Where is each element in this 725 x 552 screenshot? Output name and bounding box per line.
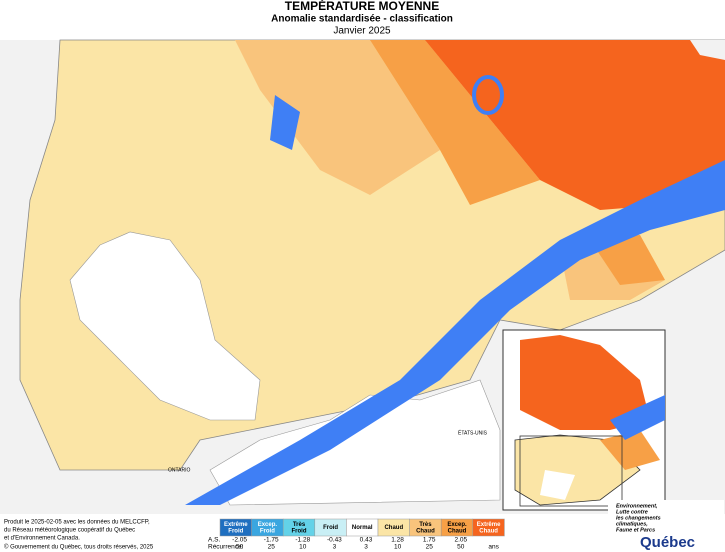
- inset-normal: [540, 470, 575, 500]
- logo-line: Environnement,: [616, 503, 658, 509]
- copyright: © Gouvernement du Québec, tous droits ré…: [4, 544, 154, 551]
- credit-line: et d'Environnement Canada.: [4, 536, 80, 542]
- recurrence-value: 10: [394, 544, 402, 551]
- as-value: -1.75: [264, 537, 279, 544]
- st-lawrence: [185, 160, 725, 505]
- legend-class-label: Très: [419, 522, 432, 528]
- logo-line: les changements: [616, 515, 661, 521]
- logo-box: [608, 500, 724, 551]
- logo-line: climatiques,: [616, 521, 648, 527]
- legend-class-label: Chaud: [479, 528, 498, 534]
- subtitle: Anomalie standardisée - classification: [271, 14, 453, 25]
- logo-line: Faune et Parcs: [616, 527, 655, 533]
- zone-normal-ouest: [69, 231, 261, 421]
- title: TEMPÉRATURE MOYENNE: [285, 0, 439, 13]
- map: ONTARIO ÉTATS-UNIS: [0, 39, 725, 514]
- legend-class-label: Chaud: [448, 528, 467, 534]
- logo: Environnement, Lutte contre les changeme…: [608, 500, 724, 551]
- recurrence-value: 3: [333, 544, 337, 551]
- recurrence-value: 3: [364, 544, 368, 551]
- zone-tres-chaud: [235, 40, 440, 195]
- legend-class-label: Froid: [260, 528, 275, 534]
- as-value: 0.43: [360, 537, 373, 544]
- legend-class-label: Excep.: [258, 522, 278, 528]
- recurrence-value: 25: [268, 544, 276, 551]
- as-value: -1.28: [295, 537, 310, 544]
- date: Janvier 2025: [333, 26, 391, 37]
- legend-class-label: Froid: [292, 528, 307, 534]
- legend-class-label: Chaud: [384, 525, 403, 531]
- as-value: -0.43: [327, 537, 342, 544]
- as-value: 1.28: [391, 537, 404, 544]
- recurrence-value: 50: [457, 544, 465, 551]
- legend-swatch: [472, 518, 505, 537]
- inset-box: [519, 435, 623, 507]
- legend-class-label: Extrême: [477, 522, 501, 528]
- recurrence-value: 10: [299, 544, 307, 551]
- inset-north: [520, 335, 650, 430]
- legend-class-label: Chaud: [416, 528, 435, 534]
- legend-class-label: Très: [293, 522, 306, 528]
- recurrence-unit: ans: [488, 544, 499, 551]
- inset-water: [610, 395, 665, 440]
- legend-class-label: Froid: [228, 528, 243, 534]
- label-ontario: ONTARIO: [168, 467, 191, 473]
- recurrence-value: 50: [236, 544, 244, 551]
- legend-class-label: Normal: [352, 525, 373, 531]
- as-value: 2.05: [454, 537, 467, 544]
- as-value: 1.75: [423, 537, 436, 544]
- lake: [270, 95, 300, 150]
- inset-east: [600, 430, 660, 470]
- labrador: [690, 40, 725, 60]
- as-label: A.S.: [208, 537, 220, 544]
- recurrence-value: 25: [426, 544, 434, 551]
- recurrence-label: Récurrence:: [208, 544, 244, 551]
- as-value: -2.05: [232, 537, 247, 544]
- logo-line: Lutte contre: [616, 509, 648, 515]
- legend-class-label: Froid: [323, 525, 338, 531]
- manicouagan: [472, 75, 504, 115]
- legend-class-label: Extrême: [224, 522, 248, 528]
- logo-name: Québec: [640, 534, 695, 551]
- credit-line: Produit le 2025-02-05 avec les données d…: [4, 520, 150, 526]
- credit-line: du Réseau météorologique coopératif du Q…: [4, 528, 135, 534]
- legend-class-label: Excep.: [447, 522, 467, 528]
- zone-excep-chaud: [370, 40, 540, 205]
- label-usa: ÉTATS-UNIS: [458, 429, 488, 436]
- credits: Produit le 2025-02-05 avec les données d…: [4, 520, 154, 551]
